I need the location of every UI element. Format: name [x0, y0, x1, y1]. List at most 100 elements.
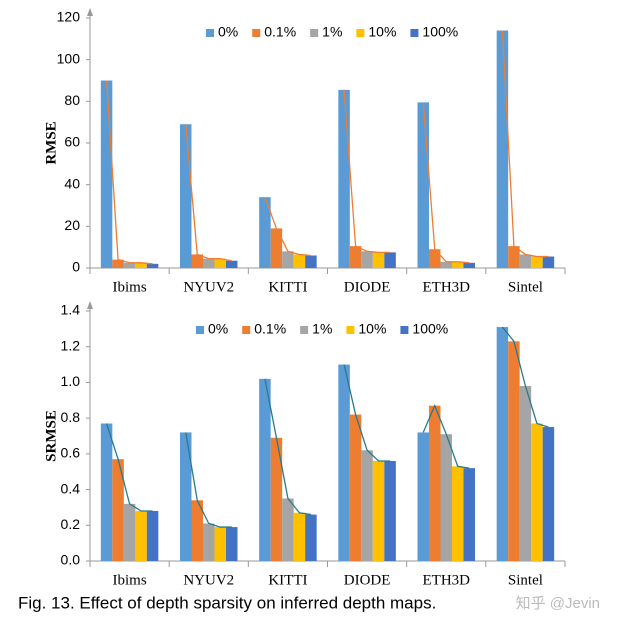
- y-tick-label: 120: [57, 9, 81, 25]
- trend-line: [185, 124, 232, 262]
- bar: [226, 527, 238, 561]
- bar: [191, 254, 203, 268]
- legend-swatch: [310, 29, 319, 37]
- y-tick-label: 1.4: [61, 302, 81, 318]
- bar: [429, 249, 441, 268]
- bar: [542, 256, 555, 268]
- legend-label: 1%: [322, 24, 342, 40]
- bar: [123, 262, 136, 268]
- y-tick-label: 0.6: [61, 445, 81, 461]
- y-tick-label: 1.2: [61, 337, 81, 353]
- legend-label: 10%: [368, 24, 396, 40]
- bar: [226, 260, 238, 268]
- x-tick-label: ETH3D: [423, 279, 471, 295]
- x-tick-label: NYUV2: [183, 279, 234, 295]
- bar: [519, 386, 532, 561]
- bar: [440, 261, 452, 268]
- bar: [361, 251, 373, 268]
- bar: [417, 432, 429, 561]
- bar: [270, 228, 283, 268]
- legend-label: 1%: [312, 321, 332, 337]
- y-tick-label: 0.0: [61, 552, 81, 568]
- y-tick-label: 20: [64, 217, 80, 233]
- y-tick-label: 0: [72, 259, 80, 275]
- y-axis-label: SRMSE: [43, 410, 59, 462]
- y-tick-label: 0.8: [61, 409, 81, 425]
- bar: [214, 258, 226, 268]
- x-tick-label: DIODE: [344, 572, 391, 588]
- y-tick-label: 80: [64, 92, 80, 108]
- trend-line: [343, 89, 391, 254]
- trend-line: [105, 80, 153, 265]
- bar: [180, 432, 192, 561]
- bar: [429, 405, 441, 561]
- y-tick-label: 1.0: [61, 373, 81, 389]
- bar: [259, 378, 271, 561]
- y-tick-label: 60: [64, 134, 80, 150]
- legend-label: 10%: [358, 321, 386, 337]
- bar: [338, 89, 350, 268]
- x-tick-label: KITTI: [268, 279, 307, 295]
- bar: [282, 251, 294, 268]
- legend-swatch: [206, 29, 214, 37]
- watermark: 知乎 @Jevin: [516, 595, 600, 612]
- bar: [417, 102, 429, 268]
- trend-line: [422, 403, 470, 469]
- bar: [463, 262, 475, 268]
- bar: [531, 423, 543, 561]
- legend-swatch: [196, 326, 204, 334]
- legend-swatch: [410, 29, 419, 37]
- bar: [531, 256, 543, 268]
- bar: [305, 255, 317, 268]
- trend-line: [501, 30, 549, 258]
- bar: [338, 364, 350, 561]
- legend-swatch: [242, 326, 251, 334]
- trend-line: [264, 378, 312, 516]
- bar: [112, 459, 124, 561]
- legend-label: 0%: [218, 24, 238, 40]
- bar: [508, 341, 520, 561]
- x-tick-label: Sintel: [508, 572, 543, 588]
- bar: [214, 527, 226, 561]
- x-tick-label: DIODE: [344, 279, 391, 295]
- trend-line: [343, 364, 391, 462]
- y-axis-label: RMSE: [43, 121, 59, 164]
- bar: [203, 523, 215, 561]
- bar: [146, 511, 159, 561]
- bar: [100, 80, 113, 268]
- bar: [496, 327, 509, 561]
- y-tick-label: 100: [57, 50, 81, 66]
- bar: [361, 450, 373, 561]
- legend-label: 0.1%: [254, 321, 286, 337]
- legend-swatch: [400, 326, 409, 334]
- y-tick-label: 0.4: [61, 480, 81, 496]
- bar: [100, 423, 113, 561]
- legend-swatch: [252, 29, 261, 37]
- x-tick-label: NYUV2: [183, 572, 234, 588]
- x-tick-label: Ibims: [112, 279, 146, 295]
- bar: [508, 246, 520, 268]
- bar: [384, 252, 396, 268]
- y-tick-label: 0.2: [61, 516, 81, 532]
- trend-line: [264, 196, 311, 257]
- bar: [146, 263, 159, 268]
- bar: [452, 466, 464, 561]
- bar: [135, 511, 147, 561]
- bar: [384, 461, 396, 561]
- bar: [463, 468, 475, 561]
- trend-line: [422, 102, 470, 264]
- bar: [440, 434, 452, 561]
- bar: [112, 259, 124, 268]
- bar: [452, 261, 464, 268]
- y-tick-label: 40: [64, 175, 80, 191]
- bar: [203, 258, 215, 268]
- bar: [282, 498, 294, 561]
- legend-label: 0.1%: [264, 24, 296, 40]
- bar: [191, 500, 203, 561]
- bar: [259, 197, 271, 268]
- legend-swatch: [356, 29, 365, 37]
- bar: [293, 254, 306, 268]
- bar: [270, 437, 283, 561]
- bar: [305, 514, 317, 561]
